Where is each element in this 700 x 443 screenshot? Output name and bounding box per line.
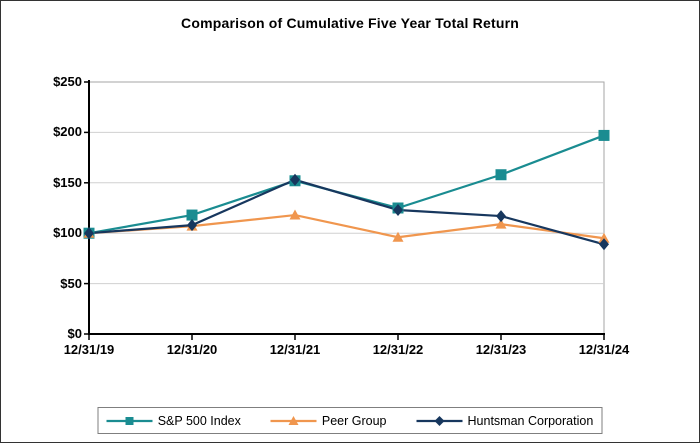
x-axis-label-12-31-20: 12/31/20	[166, 342, 218, 357]
marker-diamond-huntsman-corporation	[393, 204, 403, 217]
y-axis-label-250: $250	[53, 74, 82, 89]
marker-square-s-p-500-index	[598, 129, 610, 141]
legend-entry-s-p-500-index: S&P 500 Index	[106, 413, 241, 428]
legend-swatch-huntsman-corporation	[416, 415, 463, 426]
legend-label-huntsman-corporation: Huntsman Corporation	[467, 413, 594, 428]
legend-marker-diamond-icon	[434, 415, 445, 426]
marker-diamond-huntsman-corporation	[187, 219, 197, 232]
legend-entry-peer-group: Peer Group	[270, 413, 387, 428]
legend-marker-square-icon	[125, 416, 134, 425]
marker-diamond-huntsman-corporation	[496, 210, 506, 223]
series-line-s-p-500-index	[88, 134, 605, 235]
y-axis-label-0: $0	[67, 326, 82, 341]
chart-title: Comparison of Cumulative Five Year Total…	[181, 15, 519, 31]
legend: S&P 500 Index Peer Group Huntsman Corporat…	[97, 407, 603, 434]
x-axis-label-12-31-19: 12/31/19	[63, 342, 115, 357]
x-axis-label-12-31-21: 12/31/21	[269, 342, 321, 357]
legend-label-s-p-500-index: S&P 500 Index	[157, 413, 241, 428]
x-axis-label-12-31-23: 12/31/23	[475, 342, 527, 357]
marker-triangle-peer-group	[392, 231, 404, 242]
marker-square-s-p-500-index	[495, 169, 507, 181]
legend-marker-triangle-icon	[288, 415, 299, 425]
series-line-huntsman-corporation	[88, 178, 605, 246]
marker-diamond-huntsman-corporation	[599, 238, 609, 251]
y-axis-label-100: $100	[53, 225, 82, 241]
legend-entry-huntsman-corporation: Huntsman Corporation	[416, 413, 594, 428]
marker-triangle-peer-group	[289, 209, 301, 220]
x-axis-label-12-31-22: 12/31/22	[372, 342, 424, 357]
y-axis-label-200: $200	[53, 124, 82, 140]
marker-square-s-p-500-index	[186, 209, 198, 221]
legend-label-peer-group: Peer Group	[321, 413, 387, 428]
x-axis-label-12-31-24: 12/31/24	[578, 342, 630, 357]
marker-diamond-huntsman-corporation	[290, 173, 300, 186]
y-axis-label-50: $50	[60, 275, 82, 291]
marker-triangle-peer-group	[495, 218, 507, 229]
legend-swatch-s-p-500-index	[106, 416, 153, 425]
y-axis-label-150: $150	[53, 174, 82, 190]
legend-swatch-peer-group	[270, 415, 317, 425]
plot-frame	[88, 81, 605, 335]
marker-triangle-peer-group	[598, 232, 610, 243]
marker-diamond-huntsman-corporation	[84, 227, 94, 240]
